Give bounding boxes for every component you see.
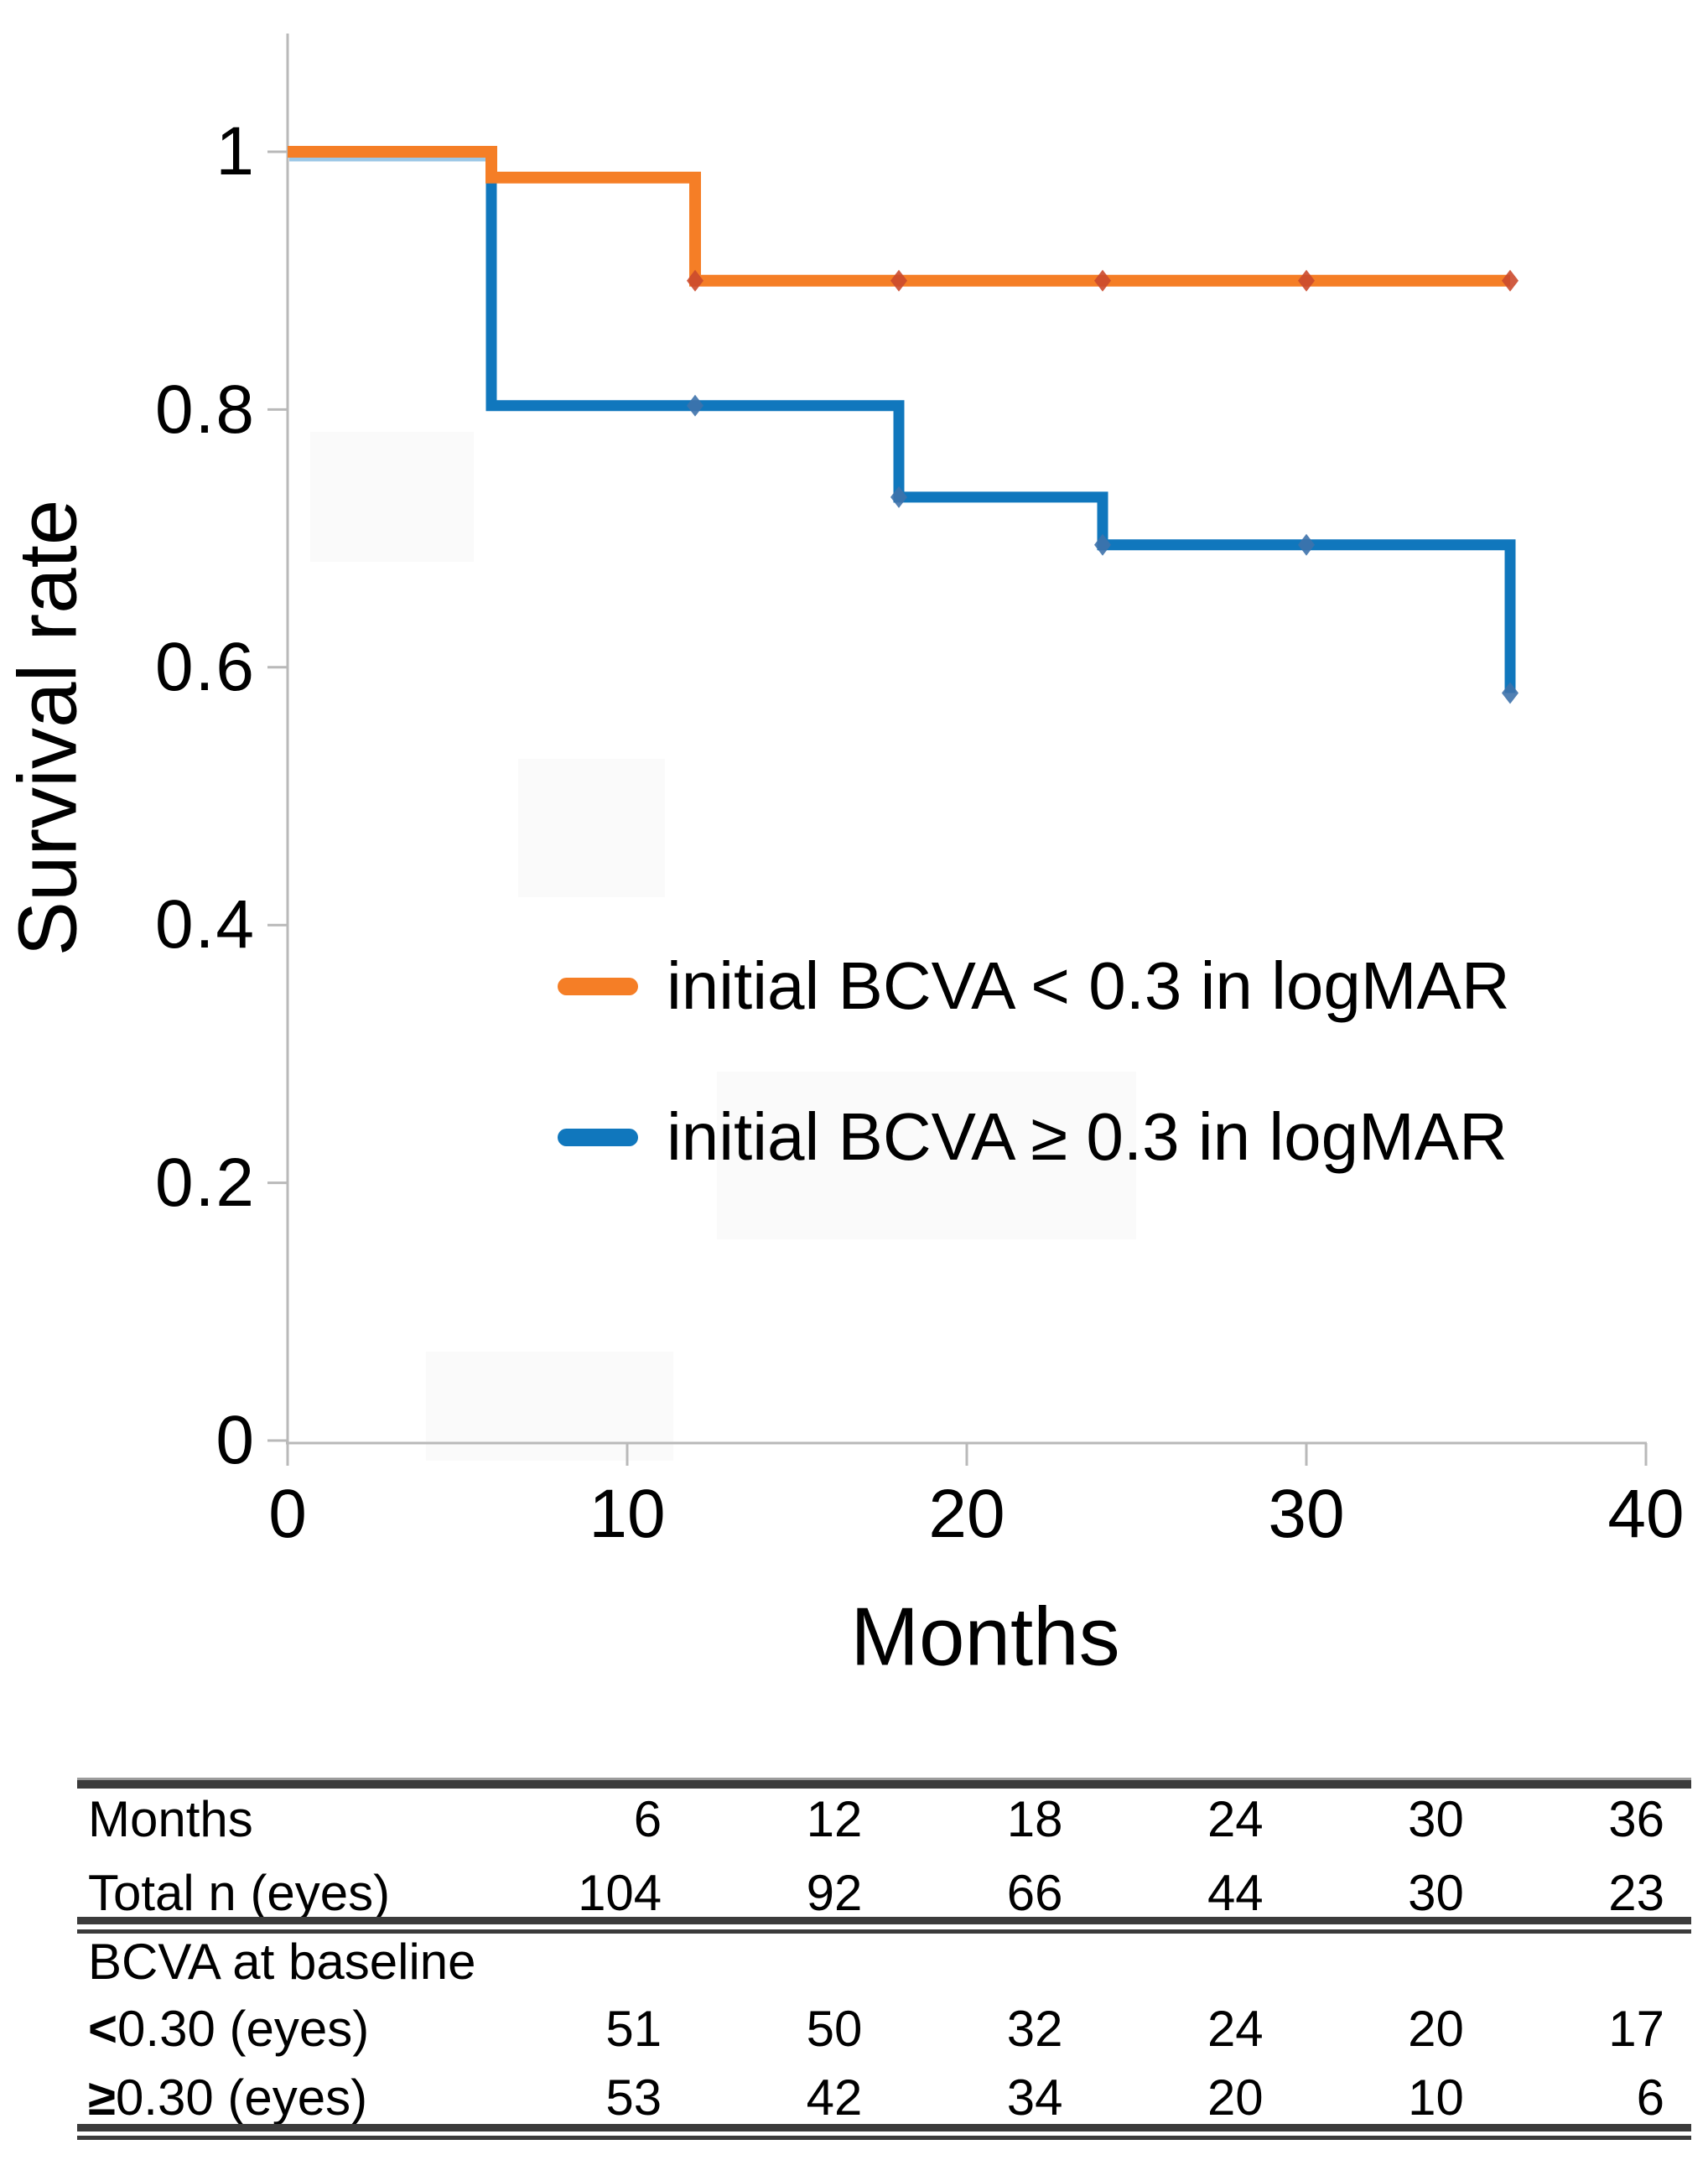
less-than-symbol: <	[88, 2001, 118, 2057]
table-cell: 20	[1408, 2001, 1464, 2057]
table-row-total-n: Total n (eyes) 104 92 66 44 30 23	[88, 1864, 1664, 1923]
table-cell: 51	[605, 2001, 662, 2057]
series-marker-bcva-ge	[1502, 682, 1519, 704]
legend-swatch-blue	[558, 1128, 638, 1146]
table-cell: 12	[806, 1791, 863, 1847]
table-row-bcva-lt: <0.30 (eyes) 51 50 32 24 20 17	[88, 2000, 1664, 2059]
legend-item-bcva-ge: initial BCVA ≥ 0.3 in logMAR	[558, 1091, 1508, 1183]
series-marker-bcva-ge	[890, 485, 907, 508]
table-cell: 104	[578, 1865, 662, 1921]
ytick-0.2: 0.2	[155, 1145, 256, 1221]
legend-label: initial BCVA < 0.3 in logMAR	[667, 948, 1510, 1023]
table-cell: 32	[1006, 2001, 1063, 2057]
series-line-bcva-lt	[288, 146, 1510, 287]
series-marker-bcva-ge	[1094, 533, 1111, 556]
table-row-section-header: BCVA at baseline	[88, 1933, 1664, 1991]
series-marker-bcva-lt	[1298, 269, 1315, 292]
row-label-text: 0.30 (eyes)	[115, 2069, 368, 2126]
row-label: Total n (eyes)	[88, 1865, 391, 1921]
row-label: <0.30 (eyes)	[88, 2000, 461, 2059]
table-row-bcva-ge: ≥0.30 (eyes) 53 42 34 20 10 6	[88, 2069, 1664, 2127]
background-patch	[717, 1072, 1136, 1239]
table-cell: 10	[1408, 2069, 1464, 2126]
table-cell: 24	[1207, 1791, 1264, 1847]
table-cell: 92	[806, 1865, 863, 1921]
xtick-40: 40	[1607, 1476, 1685, 1552]
series-marker-bcva-lt	[687, 269, 703, 292]
ytick-0.6: 0.6	[155, 629, 256, 705]
legend-label: initial BCVA ≥ 0.3 in logMAR	[667, 1099, 1508, 1174]
table-cell: 20	[1207, 2069, 1264, 2126]
table-cell: 44	[1207, 1865, 1264, 1921]
table-bottom-rule	[77, 2124, 1691, 2140]
series-line-bcva-ge	[288, 146, 1516, 693]
legend-item-bcva-lt: initial BCVA < 0.3 in logMAR	[558, 940, 1510, 1032]
table-cell: 17	[1608, 2001, 1665, 2057]
legend-swatch-orange	[558, 977, 638, 995]
y-axis-title: Survival rate	[1, 499, 94, 957]
table-cell: 24	[1207, 2001, 1264, 2057]
series-marker-bcva-ge	[687, 394, 703, 417]
ytick-1: 1	[215, 113, 256, 190]
series-marker-bcva-lt	[1094, 269, 1111, 292]
xtick-0: 0	[268, 1476, 307, 1552]
background-patch	[518, 759, 665, 897]
table-row-months: Months 6 12 18 24 30 36	[88, 1790, 1664, 1849]
background-patch	[310, 432, 474, 562]
ytick-0: 0	[215, 1402, 256, 1478]
xtick-10: 10	[589, 1476, 666, 1552]
row-label-text: 0.30 (eyes)	[117, 2001, 370, 2057]
xtick-20: 20	[928, 1476, 1005, 1552]
table-cell: 30	[1408, 1865, 1464, 1921]
row-label: Months	[88, 1791, 253, 1847]
table-cell: 6	[633, 1791, 662, 1847]
table-cell: 36	[1608, 1791, 1665, 1847]
table-cell: 23	[1608, 1865, 1665, 1921]
series-marker-bcva-lt	[1502, 269, 1519, 292]
greater-equal-symbol: ≥	[88, 2069, 116, 2126]
table-cell: 66	[1006, 1865, 1063, 1921]
section-label: BCVA at baseline	[88, 1934, 476, 1990]
series-marker-bcva-lt	[890, 269, 907, 292]
survival-plot	[267, 34, 1648, 1466]
table-cell: 34	[1006, 2069, 1063, 2126]
ytick-0.8: 0.8	[155, 371, 256, 448]
ytick-0.4: 0.4	[155, 886, 256, 963]
table-cell: 42	[806, 2069, 863, 2126]
table-cell: 18	[1006, 1791, 1063, 1847]
row-label: ≥0.30 (eyes)	[88, 2069, 461, 2127]
table-cell: 6	[1636, 2069, 1665, 2126]
series-marker-bcva-ge	[1298, 533, 1315, 556]
table-top-rule	[77, 1778, 1691, 1789]
table-cell: 50	[806, 2001, 863, 2057]
table-cell: 30	[1408, 1791, 1464, 1847]
table-cell: 53	[605, 2069, 662, 2126]
xtick-30: 30	[1268, 1476, 1345, 1552]
table-mid-rule	[77, 1917, 1691, 1934]
x-axis-title: Months	[850, 1590, 1120, 1683]
